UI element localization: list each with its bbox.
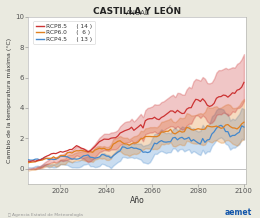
Text: aemet: aemet (225, 208, 252, 217)
Text: ANUAL: ANUAL (125, 10, 149, 16)
Legend: RCP8.5     ( 14 ), RCP6.0     (  6 ), RCP4.5     ( 13 ): RCP8.5 ( 14 ), RCP6.0 ( 6 ), RCP4.5 ( 13… (34, 21, 95, 44)
Title: CASTILLA Y LEÓN: CASTILLA Y LEÓN (93, 7, 181, 16)
X-axis label: Año: Año (130, 196, 145, 204)
Y-axis label: Cambio de la temperatura máxima (°C): Cambio de la temperatura máxima (°C) (7, 38, 12, 163)
Text: ⓘ Agencia Estatal de Meteorología: ⓘ Agencia Estatal de Meteorología (8, 213, 83, 217)
